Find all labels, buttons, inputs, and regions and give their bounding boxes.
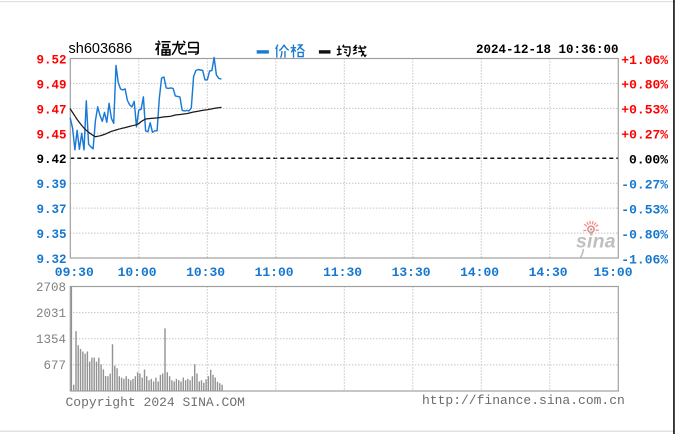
svg-text:9.49: 9.49: [36, 78, 66, 92]
svg-text:-0.80%: -0.80%: [621, 227, 668, 242]
svg-text:2708: 2708: [36, 281, 66, 295]
svg-text:http://finance.sina.com.cn: http://finance.sina.com.cn: [422, 393, 625, 408]
svg-text:9.35: 9.35: [36, 228, 66, 242]
svg-text:9.37: 9.37: [36, 203, 66, 217]
svg-text:-0.53%: -0.53%: [621, 202, 668, 217]
svg-text:9.39: 9.39: [36, 178, 66, 192]
svg-text:9.52: 9.52: [36, 54, 66, 68]
svg-text:9.45: 9.45: [36, 128, 66, 142]
svg-text:sh603686: sh603686: [69, 41, 133, 57]
svg-text:+0.80%: +0.80%: [621, 78, 668, 93]
svg-text:-0.27%: -0.27%: [621, 178, 668, 193]
svg-text:677: 677: [43, 359, 66, 373]
svg-text:9.42: 9.42: [36, 153, 66, 167]
svg-text:09:30: 09:30: [55, 265, 94, 280]
svg-text:15:00: 15:00: [593, 265, 632, 280]
svg-text:+1.06%: +1.06%: [621, 53, 668, 68]
svg-text:13:30: 13:30: [392, 265, 431, 280]
svg-text:9.32: 9.32: [36, 253, 66, 267]
svg-text:14:30: 14:30: [529, 265, 568, 280]
svg-text:11:00: 11:00: [255, 265, 294, 280]
svg-text:2031: 2031: [36, 307, 66, 321]
svg-text:11:30: 11:30: [323, 265, 362, 280]
svg-text:sina: sina: [576, 231, 616, 253]
svg-text:0.00%: 0.00%: [629, 153, 668, 168]
svg-text:1354: 1354: [36, 333, 66, 347]
svg-text:-1.06%: -1.06%: [621, 252, 668, 267]
svg-text:+0.53%: +0.53%: [621, 103, 668, 118]
svg-text:+0.27%: +0.27%: [621, 128, 668, 143]
svg-text:9.47: 9.47: [36, 103, 66, 117]
svg-text:14:00: 14:00: [460, 265, 499, 280]
svg-text:10:00: 10:00: [118, 265, 157, 280]
svg-text:10:30: 10:30: [186, 265, 225, 280]
svg-text:2024-12-18 10:36:00: 2024-12-18 10:36:00: [476, 43, 619, 57]
svg-text:Copyright 2024 SINA.COM: Copyright 2024 SINA.COM: [66, 395, 245, 410]
